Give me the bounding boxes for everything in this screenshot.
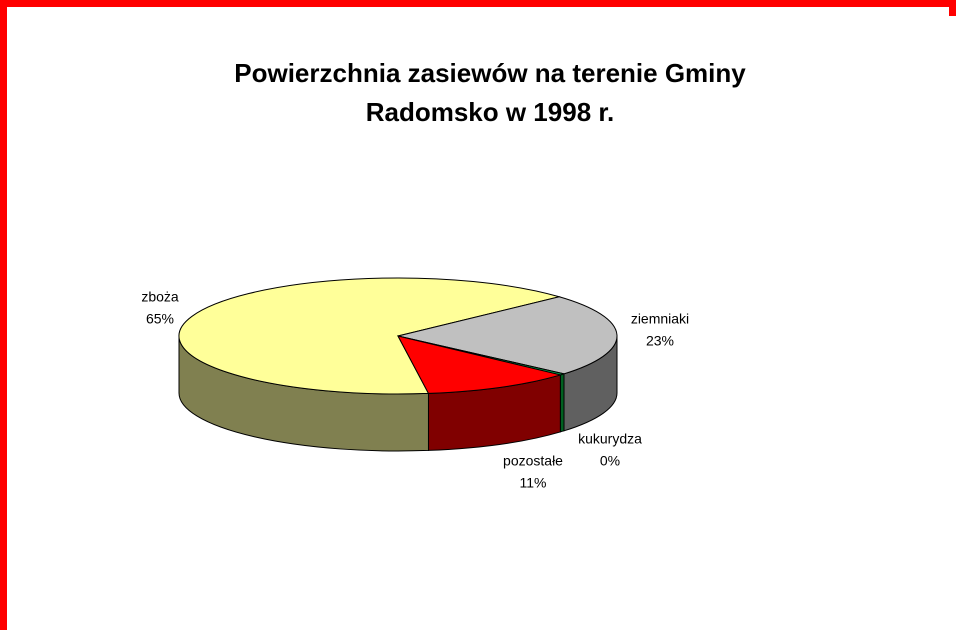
slice-value-label: 65% — [146, 311, 174, 327]
slice-label: pozostałe — [503, 453, 563, 469]
frame-left — [0, 0, 7, 630]
slice-value-label: 0% — [600, 453, 620, 469]
slice — [397, 335, 563, 394]
chart-title: Powierzchnia zasiewów na terenie Gminy — [234, 58, 746, 88]
slice-value-label: 23% — [646, 333, 674, 349]
chart-title: Radomsko w 1998 r. — [366, 97, 615, 127]
frame-right — [949, 0, 956, 16]
slice-label: zboża — [141, 289, 179, 305]
slice — [397, 296, 618, 375]
frame-top — [0, 0, 956, 7]
slice — [178, 277, 562, 395]
slice-value-label: 11% — [520, 475, 547, 491]
slice-label: kukurydza — [578, 431, 642, 447]
slice-side — [559, 373, 565, 433]
slice-label: ziemniaki — [631, 311, 689, 327]
